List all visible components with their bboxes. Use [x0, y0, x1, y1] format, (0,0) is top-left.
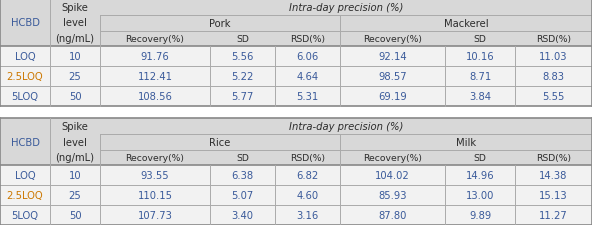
Text: level: level — [63, 18, 87, 28]
Text: 69.19: 69.19 — [378, 92, 407, 101]
Text: 2.5LOQ: 2.5LOQ — [7, 190, 43, 200]
Text: 5.22: 5.22 — [231, 72, 254, 82]
Text: Recovery(%): Recovery(%) — [126, 153, 185, 162]
Text: RSD(%): RSD(%) — [536, 153, 571, 162]
Bar — [0, 119, 592, 165]
Text: 5.07: 5.07 — [231, 190, 253, 200]
Text: 6.38: 6.38 — [231, 170, 253, 180]
Bar — [0, 47, 592, 67]
Bar — [0, 87, 592, 106]
Text: Rice: Rice — [210, 137, 231, 147]
Text: 2.5LOQ: 2.5LOQ — [7, 72, 43, 82]
Text: 3.84: 3.84 — [469, 92, 491, 101]
Text: 93.55: 93.55 — [141, 170, 169, 180]
Text: LOQ: LOQ — [15, 170, 36, 180]
Text: 112.41: 112.41 — [137, 72, 172, 82]
Text: 10: 10 — [69, 170, 81, 180]
Text: 5.31: 5.31 — [297, 92, 318, 101]
Text: 5LOQ: 5LOQ — [11, 92, 38, 101]
Text: 87.80: 87.80 — [378, 210, 407, 220]
Text: HCBD: HCBD — [11, 137, 40, 147]
Text: SD: SD — [474, 153, 487, 162]
Text: Recovery(%): Recovery(%) — [363, 35, 422, 44]
Text: 5LOQ: 5LOQ — [11, 210, 38, 220]
Text: 6.06: 6.06 — [297, 52, 318, 62]
Bar — [0, 165, 592, 185]
Text: (ng/mL): (ng/mL) — [56, 153, 95, 162]
Text: 98.57: 98.57 — [378, 72, 407, 82]
Text: LOQ: LOQ — [15, 52, 36, 62]
Text: 6.82: 6.82 — [297, 170, 318, 180]
Text: SD: SD — [474, 35, 487, 44]
Text: 50: 50 — [69, 210, 81, 220]
Text: 25: 25 — [69, 190, 81, 200]
Text: 50: 50 — [69, 92, 81, 101]
Text: 92.14: 92.14 — [378, 52, 407, 62]
Text: 8.71: 8.71 — [469, 72, 491, 82]
Text: RSD(%): RSD(%) — [290, 153, 325, 162]
Bar — [0, 205, 592, 225]
Text: 25: 25 — [69, 72, 81, 82]
Text: Intra-day precision (%): Intra-day precision (%) — [289, 122, 403, 131]
Text: Recovery(%): Recovery(%) — [363, 153, 422, 162]
Text: Intra-day precision (%): Intra-day precision (%) — [289, 3, 403, 13]
Text: (ng/mL): (ng/mL) — [56, 34, 95, 44]
Text: 9.89: 9.89 — [469, 210, 491, 220]
Text: 13.00: 13.00 — [466, 190, 494, 200]
Text: 108.56: 108.56 — [137, 92, 172, 101]
Text: Mackerel: Mackerel — [443, 19, 488, 29]
Text: level: level — [63, 137, 87, 147]
Text: 4.60: 4.60 — [297, 190, 318, 200]
Text: Spike: Spike — [62, 3, 88, 13]
Text: 14.38: 14.38 — [539, 170, 568, 180]
Text: Spike: Spike — [62, 121, 88, 131]
Bar — [0, 0, 592, 47]
Text: 5.55: 5.55 — [542, 92, 565, 101]
Text: 85.93: 85.93 — [378, 190, 407, 200]
Text: 104.02: 104.02 — [375, 170, 410, 180]
Text: 5.77: 5.77 — [231, 92, 254, 101]
Text: 11.27: 11.27 — [539, 210, 568, 220]
Bar — [0, 185, 592, 205]
Text: 5.56: 5.56 — [231, 52, 254, 62]
Text: Pork: Pork — [209, 19, 231, 29]
Text: Milk: Milk — [456, 137, 476, 147]
Text: 3.16: 3.16 — [297, 210, 318, 220]
Text: 10: 10 — [69, 52, 81, 62]
Text: 11.03: 11.03 — [539, 52, 568, 62]
Text: SD: SD — [236, 35, 249, 44]
Text: 14.96: 14.96 — [466, 170, 494, 180]
Text: 15.13: 15.13 — [539, 190, 568, 200]
Bar — [0, 67, 592, 87]
Text: RSD(%): RSD(%) — [536, 35, 571, 44]
Text: 3.40: 3.40 — [231, 210, 253, 220]
Text: SD: SD — [236, 153, 249, 162]
Text: 8.83: 8.83 — [542, 72, 565, 82]
Text: 91.76: 91.76 — [141, 52, 169, 62]
Text: Recovery(%): Recovery(%) — [126, 35, 185, 44]
Text: 110.15: 110.15 — [137, 190, 172, 200]
Text: 4.64: 4.64 — [297, 72, 318, 82]
Text: RSD(%): RSD(%) — [290, 35, 325, 44]
Text: 107.73: 107.73 — [137, 210, 172, 220]
Text: 10.16: 10.16 — [466, 52, 494, 62]
Text: HCBD: HCBD — [11, 18, 40, 28]
